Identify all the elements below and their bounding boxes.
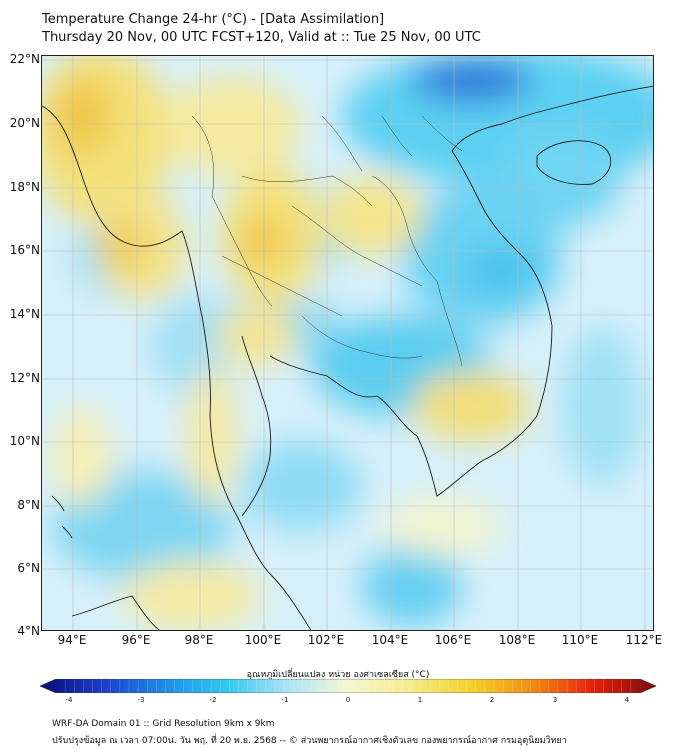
colorbar	[40, 679, 656, 693]
lon-label-108e: 108°E	[498, 633, 536, 647]
lat-label-16n: 16°N	[9, 243, 40, 257]
lat-label-14n: 14°N	[9, 307, 40, 321]
lat-label-4n: 4°N	[17, 624, 40, 638]
lon-label-98e: 98°E	[184, 633, 214, 647]
lat-label-8n: 8°N	[17, 498, 40, 512]
colorbar-tick-1: 1	[417, 696, 423, 704]
footer-update-info: ปรับปรุงข้อมูล ณ เวลา 07:00น. วัน พฤ. ที…	[52, 736, 567, 746]
colorbar-label: อุณหภูมิเปลี่ยนแปลง หน่วย องศาเซลเซียส (…	[246, 670, 430, 680]
lat-label-22n: 22°N	[9, 52, 40, 66]
lon-label-100e: 100°E	[244, 633, 282, 647]
lon-label-106e: 106°E	[434, 633, 472, 647]
lon-label-102e: 102°E	[307, 633, 345, 647]
lat-label-10n: 10°N	[9, 434, 40, 448]
colorbar-ramp	[40, 679, 656, 693]
lon-label-94e: 94°E	[57, 633, 87, 647]
colorbar-tick-minus1: -1	[281, 696, 289, 704]
map-canvas	[42, 56, 653, 630]
temperature-change-map	[41, 55, 654, 631]
graticule	[42, 56, 653, 630]
lat-label-12n: 12°N	[9, 371, 40, 385]
lon-label-104e: 104°E	[371, 633, 409, 647]
colorbar-tick-3: 3	[552, 696, 558, 704]
temperature-field	[42, 56, 653, 630]
colorbar-tick-minus3: -3	[137, 696, 145, 704]
lat-label-6n: 6°N	[17, 561, 40, 575]
lon-label-110e: 110°E	[561, 633, 599, 647]
province-boundaries	[191, 115, 463, 367]
colorbar-tick-0: 0	[345, 696, 351, 704]
map-subtitle: Thursday 20 Nov, 00 UTC FCST+120, Valid …	[42, 30, 481, 45]
lon-label-112e: 112°E	[625, 633, 663, 647]
lat-label-20n: 20°N	[9, 116, 40, 130]
coastlines	[42, 85, 653, 630]
colorbar-segments	[64, 679, 632, 693]
lat-label-18n: 18°N	[9, 180, 40, 194]
colorbar-tick-minus2: -2	[209, 696, 217, 704]
footer-model-info: WRF-DA Domain 01 :: Grid Resolution 9km …	[52, 719, 275, 729]
lon-label-96e: 96°E	[121, 633, 151, 647]
map-title: Temperature Change 24-hr (°C) - [Data As…	[42, 12, 385, 27]
colorbar-tick-minus4: -4	[65, 696, 73, 704]
colorbar-tick-2: 2	[489, 696, 495, 704]
colorbar-tick-4: 4	[624, 696, 630, 704]
